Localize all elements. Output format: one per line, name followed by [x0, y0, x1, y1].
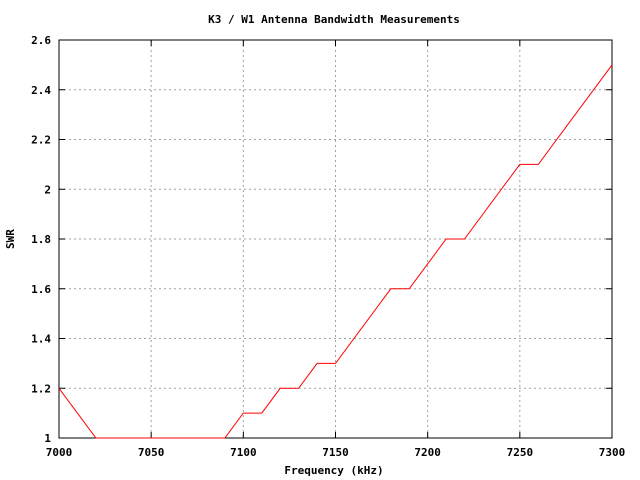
x-axis-label: Frequency (kHz) [284, 464, 383, 477]
x-tick-label: 7200 [414, 446, 441, 459]
tick-marks [58, 39, 613, 439]
y-tick-label: 2 [44, 183, 51, 196]
y-tick-label: 2.4 [31, 84, 51, 97]
x-tick-label: 7150 [322, 446, 349, 459]
y-tick-labels: 1 1.2 1.4 1.6 1.8 2 2.2 2.4 2.6 [31, 34, 51, 445]
y-tick-label: 1.8 [31, 233, 51, 246]
y-axis-label: SWR [4, 229, 17, 249]
grid-lines [59, 40, 612, 438]
y-tick-label: 1 [44, 432, 51, 445]
y-tick-label: 1.6 [31, 283, 51, 296]
x-tick-label: 7300 [599, 446, 626, 459]
x-tick-label: 7250 [507, 446, 534, 459]
series-group [58, 64, 613, 439]
x-tick-label: 7100 [230, 446, 257, 459]
x-tick-labels: 7000 7050 7100 7150 7200 7250 7300 [46, 446, 626, 459]
series-line [58, 64, 613, 439]
x-tick-label: 7050 [138, 446, 165, 459]
x-tick-label: 7000 [46, 446, 73, 459]
y-tick-label: 1.2 [31, 382, 51, 395]
chart-title: K3 / W1 Antenna Bandwidth Measurements [208, 13, 460, 26]
y-tick-label: 2.6 [31, 34, 51, 47]
y-tick-label: 1.4 [31, 333, 51, 346]
y-tick-label: 2.2 [31, 134, 51, 147]
